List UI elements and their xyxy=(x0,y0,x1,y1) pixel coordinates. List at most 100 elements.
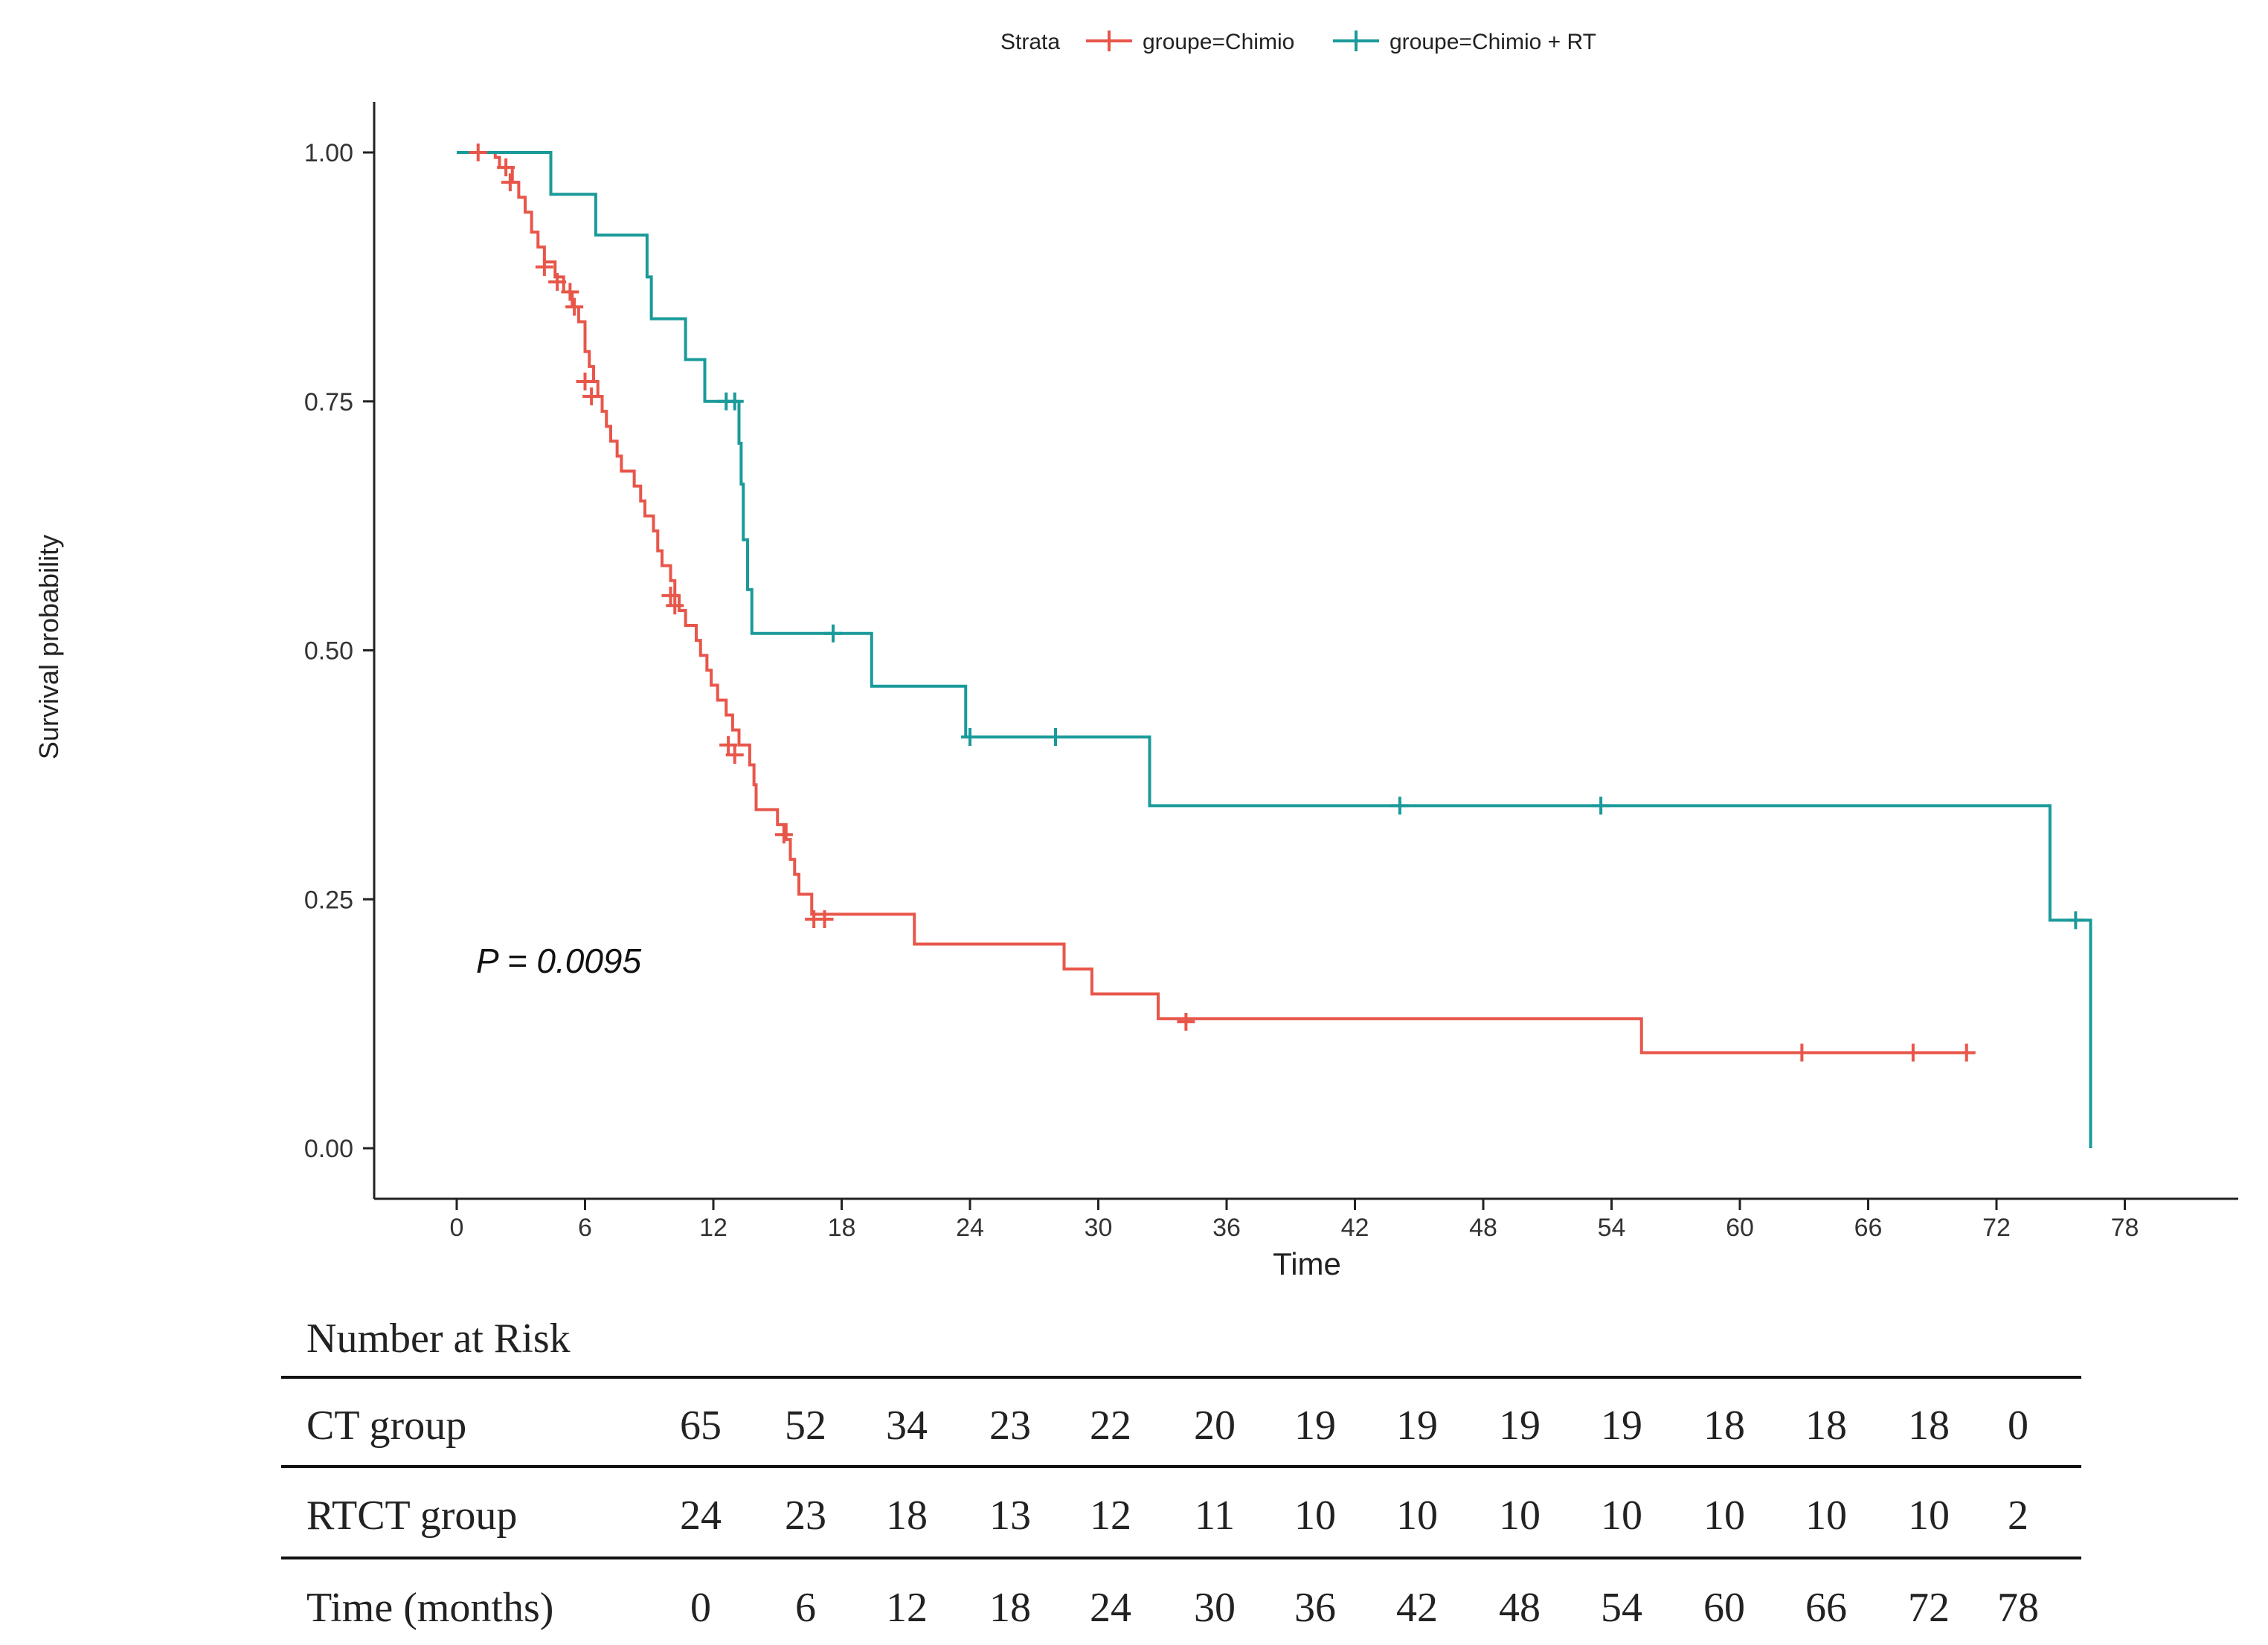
x-tick-label: 30 xyxy=(1085,1214,1113,1242)
censor-mark-chimio xyxy=(1793,1043,1811,1062)
y-tick-label: 0.75 xyxy=(304,388,353,416)
x-tick-label: 0 xyxy=(450,1214,464,1242)
risk-table-cell: 19 xyxy=(1294,1403,1336,1449)
p-value-annotation: P = 0.0095 xyxy=(476,941,642,980)
x-tick-label: 42 xyxy=(1341,1214,1369,1242)
y-tick-label: 1.00 xyxy=(304,139,353,167)
risk-table-cell: 78 xyxy=(1997,1585,2039,1631)
y-tick-label: 0.00 xyxy=(304,1135,353,1163)
risk-table-cell: 34 xyxy=(886,1403,928,1449)
risk-table-cell: 6 xyxy=(795,1585,816,1631)
risk-table-cell: 18 xyxy=(886,1493,928,1539)
risk-table-cell: 20 xyxy=(1194,1403,1236,1449)
censor-mark-chimio xyxy=(815,910,834,929)
y-ticks: 0.00 0.25 0.50 0.75 1.00 xyxy=(304,139,374,1163)
risk-table-cell: 19 xyxy=(1601,1403,1642,1449)
risk-table-cell: 10 xyxy=(1601,1493,1642,1539)
risk-table-cell: 18 xyxy=(1703,1403,1745,1449)
risk-table-cell: 18 xyxy=(989,1585,1031,1631)
x-tick-label: 18 xyxy=(828,1214,856,1242)
censor-mark-chimio xyxy=(1957,1043,1976,1062)
x-tick-label: 6 xyxy=(578,1214,592,1242)
y-axis-label: Survival probability xyxy=(33,535,64,759)
survival-curve-chimio-rt xyxy=(457,151,2092,1148)
censor-mark-chimio-rt xyxy=(824,624,842,643)
censor-mark-chimio-rt xyxy=(2066,911,2085,930)
censor-mark-chimio xyxy=(661,586,680,605)
censor-mark-chimio xyxy=(719,735,738,754)
legend-label-chimio-rt: groupe=Chimio + RT xyxy=(1390,30,1596,54)
legend-title: Strata xyxy=(1000,30,1060,54)
risk-table-cell: 13 xyxy=(989,1493,1031,1539)
x-tick-label: 66 xyxy=(1854,1214,1883,1242)
risk-row-label-time: Time (months) xyxy=(306,1585,553,1631)
risk-table-cell: 24 xyxy=(1090,1585,1131,1631)
censor-mark-chimio xyxy=(725,746,744,764)
censor-mark-chimio-rt xyxy=(1390,796,1409,815)
risk-table-cell: 2 xyxy=(2008,1493,2028,1539)
risk-table-cell: 18 xyxy=(1908,1403,1950,1449)
risk-table-cell: 19 xyxy=(1396,1403,1438,1449)
risk-table-cell: 30 xyxy=(1194,1585,1236,1631)
risk-table: Number at Risk CT group RTCT group Time … xyxy=(281,1316,2081,1631)
risk-table-cell: 11 xyxy=(1195,1493,1235,1539)
x-tick-label: 72 xyxy=(1982,1214,2011,1242)
legend-label-chimio: groupe=Chimio xyxy=(1143,30,1294,54)
risk-table-cell: 60 xyxy=(1703,1585,1745,1631)
risk-table-cell: 24 xyxy=(680,1493,722,1539)
censor-mark-chimio-rt xyxy=(725,392,744,411)
legend-key-chimio-rt xyxy=(1333,30,1379,51)
risk-table-cell: 23 xyxy=(989,1403,1031,1449)
survival-curve-chimio xyxy=(457,151,1967,1055)
censor-mark-chimio-rt xyxy=(961,727,979,746)
risk-values: 65 52 34 23 22 20 19 19 19 19 18 18 18 024 23 18 13 12 11 1… xyxy=(680,1403,2039,1631)
censor-mark-chimio xyxy=(535,257,553,276)
risk-row-label-rtct: RTCT group xyxy=(306,1493,517,1539)
risk-table-cell: 10 xyxy=(1294,1493,1336,1539)
censor-mark-chimio-rt xyxy=(1592,796,1610,815)
censor-mark-chimio xyxy=(497,158,515,177)
x-tick-label: 48 xyxy=(1469,1214,1497,1242)
x-tick-label: 78 xyxy=(2111,1214,2139,1242)
risk-table-cell: 12 xyxy=(886,1585,928,1631)
risk-table-cell: 10 xyxy=(1805,1493,1847,1539)
censor-mark-chimio xyxy=(469,144,487,161)
x-tick-label: 36 xyxy=(1212,1214,1241,1242)
risk-table-cell: 12 xyxy=(1090,1493,1131,1539)
y-tick-label: 0.50 xyxy=(304,637,353,666)
censor-mark-chimio xyxy=(666,596,684,615)
censor-mark-chimio xyxy=(1177,1012,1195,1031)
risk-table-cell: 48 xyxy=(1499,1585,1541,1631)
censor-mark-chimio xyxy=(565,297,584,316)
x-axis-label: Time xyxy=(1273,1246,1341,1281)
censor-mark-chimio xyxy=(501,173,519,192)
censor-mark-chimio xyxy=(582,387,601,406)
x-tick-label: 24 xyxy=(956,1214,984,1242)
risk-table-cell: 0 xyxy=(690,1585,711,1631)
risk-table-cell: 52 xyxy=(785,1403,826,1449)
legend: Strata groupe=Chimio groupe=Chimio + RT xyxy=(1000,30,1596,54)
censor-mark-chimio xyxy=(774,825,793,844)
censor-mark-chimio xyxy=(561,283,579,301)
censor-mark-chimio xyxy=(576,372,594,390)
y-tick-label: 0.25 xyxy=(304,886,353,914)
risk-table-title: Number at Risk xyxy=(306,1316,571,1362)
risk-table-cell: 36 xyxy=(1294,1585,1336,1631)
risk-table-cell: 18 xyxy=(1805,1403,1847,1449)
risk-table-cell: 72 xyxy=(1908,1585,1950,1631)
risk-table-cell: 10 xyxy=(1703,1493,1745,1539)
censor-marks xyxy=(469,144,2085,1062)
risk-table-cell: 19 xyxy=(1499,1403,1541,1449)
x-ticks: 0 6 12 18 24 30 36 42 48 54 60 66 72 78 xyxy=(450,1199,2139,1242)
x-tick-label: 60 xyxy=(1726,1214,1754,1242)
risk-table-cell: 66 xyxy=(1805,1585,1847,1631)
risk-table-cell: 10 xyxy=(1499,1493,1541,1539)
risk-table-cell: 54 xyxy=(1601,1585,1642,1631)
risk-table-cell: 0 xyxy=(2008,1403,2028,1449)
risk-table-cell: 23 xyxy=(785,1493,826,1539)
censor-mark-chimio xyxy=(548,273,567,292)
risk-row-label-ct: CT group xyxy=(306,1403,466,1449)
legend-key-chimio xyxy=(1086,30,1132,51)
risk-table-cell: 10 xyxy=(1908,1493,1950,1539)
